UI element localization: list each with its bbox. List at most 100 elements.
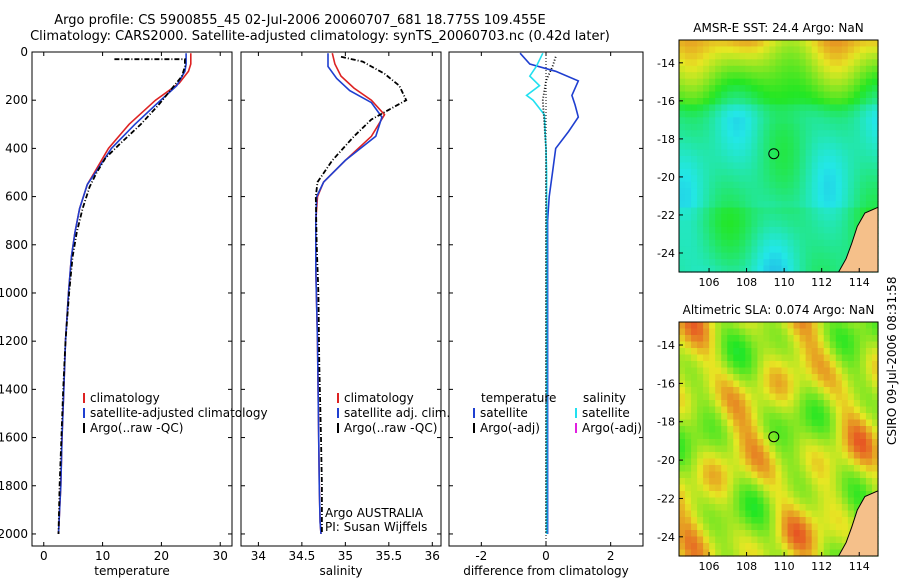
sst_map-cell (769, 91, 777, 99)
sla_map-cell (811, 341, 819, 349)
sla_map-cell (721, 406, 728, 414)
sst_map-cell (847, 104, 855, 112)
sst_map-cell (697, 188, 704, 196)
sst_map-cell (709, 149, 716, 157)
sla_map-cell (841, 530, 849, 538)
sla_map-cell (691, 432, 698, 440)
sla_map-cell (865, 335, 873, 343)
sst_map-cell (865, 59, 873, 67)
sst_map-cell (811, 143, 819, 151)
sla_map-cell (847, 426, 855, 434)
sla_map-cell (757, 497, 765, 505)
sla_map-cell (865, 341, 873, 349)
sla_map-cell (817, 530, 825, 538)
sla_map-cell (715, 478, 722, 486)
sla_map-cell (745, 543, 752, 551)
sst_map-cell (733, 52, 740, 60)
sla_map-cell (769, 393, 777, 401)
sla_map-xtick-label: 106 (699, 560, 720, 573)
sst_map-cell (715, 265, 722, 273)
sst_map-cell (709, 40, 716, 48)
sla_map-cell (823, 419, 831, 427)
sst_map-cell (739, 78, 746, 86)
sst_map-cell (859, 123, 867, 131)
sla_map-cell (841, 393, 849, 401)
sla_map-cell (805, 504, 813, 512)
sla_map-cell (805, 439, 813, 447)
sst_map-cell (763, 188, 771, 196)
sla_map-cell (763, 432, 771, 440)
sla_map-cell (841, 491, 849, 499)
sst_map-cell (841, 220, 849, 228)
sla_map-cell (787, 413, 795, 421)
sla_map-cell (781, 439, 789, 447)
sst_map-cell (733, 123, 740, 131)
sst_map-cell (871, 110, 879, 118)
sla_map-cell (799, 523, 807, 531)
sst_map-cell (811, 149, 819, 157)
sst_map-cell (787, 123, 795, 131)
sst_map-cell (847, 65, 855, 73)
sla_map-cell (871, 393, 879, 401)
sst_map-cell (691, 194, 698, 202)
sla_map-cell (769, 387, 777, 395)
sla_map-cell (781, 536, 789, 544)
sst_map-cell (871, 104, 879, 112)
sla_map-cell (745, 387, 752, 395)
sla_map-cell (865, 432, 873, 440)
sst_map-cell (679, 110, 686, 118)
sst_map-cell (709, 226, 716, 234)
sst_map-cell (727, 188, 734, 196)
sst_map-cell (757, 104, 765, 112)
sla_map-cell (853, 367, 861, 375)
sla_map-cell (697, 361, 704, 369)
sla_map-cell (793, 341, 801, 349)
sla_map-cell (739, 504, 746, 512)
sla_map-cell (703, 484, 710, 492)
sla_map-cell (841, 510, 849, 518)
sst_map-cell (769, 188, 777, 196)
sst_map-cell (697, 65, 704, 73)
sst_map-cell (751, 98, 758, 106)
temperature-ytick-label: 200 (5, 93, 28, 107)
sst_map-cell (703, 194, 710, 202)
sst_map-cell (835, 110, 843, 118)
sla_map-cell (865, 367, 873, 375)
temperature-xtick-label: 10 (95, 549, 110, 563)
sst_map-cell (679, 175, 686, 183)
sst_map-cell (769, 110, 777, 118)
sst_map-cell (709, 233, 716, 241)
sst_map-cell (697, 78, 704, 86)
sla_map-cell (697, 367, 704, 375)
sla_map-cell (817, 478, 825, 486)
sst_map-cell (805, 252, 813, 260)
sst_map-cell (739, 175, 746, 183)
sla_map-cell (871, 354, 879, 362)
sla_map-cell (739, 328, 746, 336)
sst_map-cell (763, 201, 771, 209)
sst_map-cell (763, 123, 771, 131)
sst_map-cell (871, 188, 879, 196)
sst_map-cell (835, 220, 843, 228)
sst_map-cell (721, 136, 728, 144)
sst_map-cell (739, 136, 746, 144)
sla_map-cell (835, 406, 843, 414)
sla_map-cell (733, 491, 740, 499)
sla_map-cell (733, 406, 740, 414)
sst_map-cell (685, 233, 692, 241)
sla_map-cell (721, 536, 728, 544)
sst_map-cell (805, 143, 813, 151)
sla_map-cell (817, 458, 825, 466)
sla_map-cell (727, 536, 734, 544)
sla_map-cell (745, 465, 752, 473)
sla_map-cell (709, 374, 716, 382)
sla_map-cell (841, 387, 849, 395)
sst_map-cell (727, 175, 734, 183)
sst_map-cell (847, 85, 855, 93)
sst_map-cell (841, 207, 849, 215)
sst_map-cell (805, 188, 813, 196)
sst_map-cell (715, 201, 722, 209)
sst_map-cell (853, 117, 861, 125)
sla_map-cell (715, 510, 722, 518)
sst_map-cell (835, 143, 843, 151)
